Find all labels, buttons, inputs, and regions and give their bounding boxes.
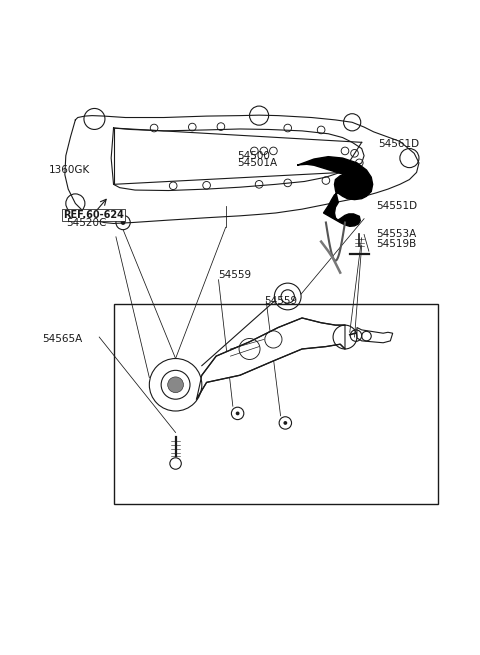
Text: 54551D: 54551D bbox=[376, 201, 417, 211]
Text: REF.60-624: REF.60-624 bbox=[63, 210, 124, 220]
Text: 54559: 54559 bbox=[264, 296, 297, 307]
Text: 54520C: 54520C bbox=[66, 217, 107, 227]
Text: 54561D: 54561D bbox=[378, 139, 420, 149]
Polygon shape bbox=[357, 328, 393, 343]
Text: 54553A: 54553A bbox=[376, 229, 416, 240]
Circle shape bbox=[120, 220, 125, 225]
Text: 54500: 54500 bbox=[238, 151, 271, 160]
Text: 1360GK: 1360GK bbox=[48, 165, 90, 175]
Text: 54501A: 54501A bbox=[238, 158, 278, 168]
Text: 54559: 54559 bbox=[218, 270, 252, 280]
Circle shape bbox=[283, 421, 287, 425]
Text: 54519B: 54519B bbox=[376, 239, 416, 249]
Polygon shape bbox=[197, 318, 345, 399]
Polygon shape bbox=[297, 157, 372, 227]
Circle shape bbox=[168, 377, 183, 392]
Circle shape bbox=[236, 411, 240, 415]
Text: 54565A: 54565A bbox=[42, 335, 83, 345]
Bar bbox=[114, 304, 438, 504]
